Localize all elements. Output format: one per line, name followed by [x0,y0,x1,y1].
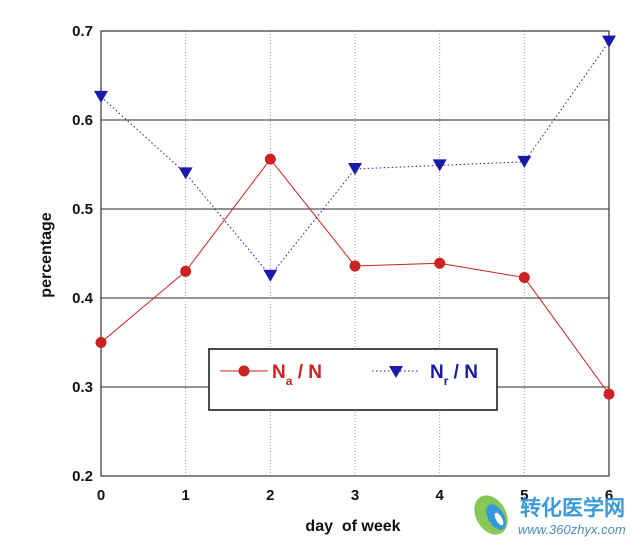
data-point-circle [95,337,107,348]
data-point-circle [603,388,615,400]
x-tick-label: 4 [435,487,444,504]
legend: Na / N Nr / N [208,348,498,411]
data-point-circle [349,260,361,272]
x-tick-label: 0 [97,487,105,504]
data-point-triangle [263,269,278,282]
data-point-triangle [602,35,616,48]
x-tick-label: 1 [181,487,189,504]
y-axis-tick-labels: 0.2 0.3 0.4 0.5 0.6 0.7 [72,23,94,485]
x-tick-label: 5 [520,487,528,504]
y-axis-label: percentage [38,212,55,297]
x-axis-label: day of week [305,518,400,535]
series-layer [94,35,616,400]
y-tick-label: 0.7 [72,23,93,40]
legend-label-na: Na / N [272,362,322,388]
x-tick-label: 6 [605,487,613,504]
y-tick-label: 0.4 [72,290,94,307]
y-tick-label: 0.6 [72,112,93,129]
data-point-circle [518,272,530,284]
data-point-triangle [348,162,362,175]
watermark: 转化医学网 www.360zhyx.com [474,495,626,537]
watermark-text: 转化医学网 [520,496,625,520]
data-point-triangle [517,155,532,168]
watermark-url: www.360zhyx.com [518,522,626,537]
data-point-triangle [94,90,108,103]
vertical-gridlines [185,31,525,476]
data-point-triangle [432,159,447,172]
legend-marker-nr [389,366,403,378]
legend-marker-na [238,365,250,377]
data-point-circle [434,257,446,269]
data-point-circle [264,153,276,165]
x-tick-label: 3 [351,487,359,504]
plot-frame [100,30,610,477]
y-tick-label: 0.2 [72,468,93,485]
y-tick-label: 0.5 [72,201,93,218]
legend-label-nr: Nr / N [430,362,478,388]
data-point-triangle [178,167,193,180]
leaf-logo-icon [474,495,508,535]
y-tick-label: 0.3 [72,379,93,396]
x-axis-tick-labels: 0 1 2 3 4 5 6 [97,487,613,504]
x-tick-label: 2 [266,487,274,504]
legend-box [208,348,498,411]
data-point-circle [180,265,192,277]
